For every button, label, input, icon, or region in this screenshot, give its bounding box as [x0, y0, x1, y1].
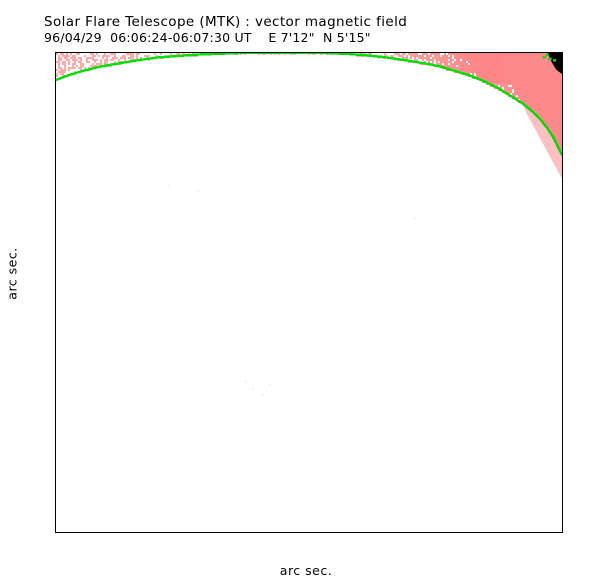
- plot-area: [55, 52, 563, 533]
- x-axis-title: arc sec.: [279, 563, 333, 578]
- plot-canvas: [56, 53, 562, 532]
- page-title: Solar Flare Telescope (MTK) : vector mag…: [44, 14, 408, 30]
- y-axis-title: arc sec.: [4, 247, 20, 300]
- figure-subtitle: 96/04/29 06:06:24-06:07:30 UT E 7'12" N …: [44, 30, 371, 45]
- intensity-map: [56, 53, 562, 396]
- magnetic-vector-field: [56, 53, 562, 532]
- figure-title-block: Solar Flare Telescope (MTK) : vector mag…: [44, 14, 584, 45]
- intensity-contour: [56, 53, 562, 156]
